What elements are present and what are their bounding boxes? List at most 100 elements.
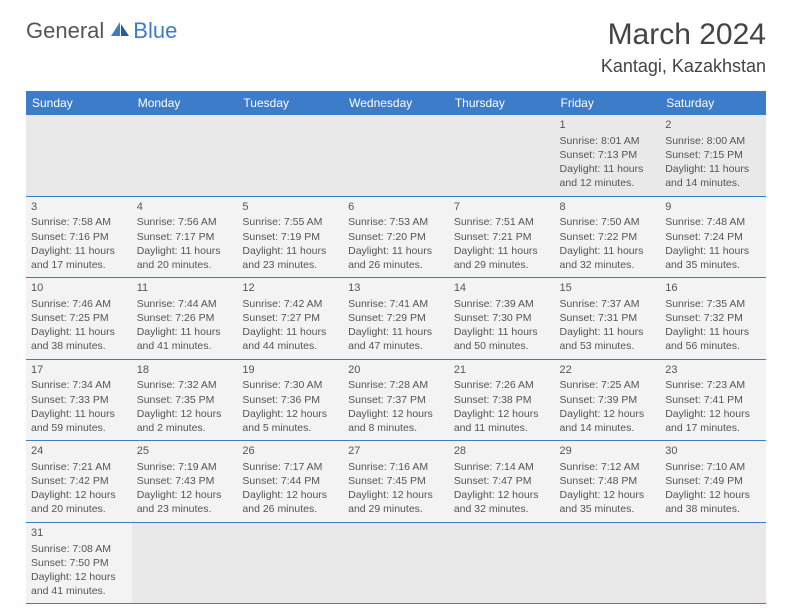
sunset-line: Sunset: 7:19 PM bbox=[242, 230, 338, 244]
daylight-line-1: Daylight: 12 hours bbox=[454, 488, 550, 502]
sunrise-line: Sunrise: 7:32 AM bbox=[137, 378, 233, 392]
daylight-line-2: and 29 minutes. bbox=[348, 502, 444, 516]
sunrise-line: Sunrise: 7:25 AM bbox=[560, 378, 656, 392]
day-number: 9 bbox=[665, 200, 761, 215]
day-number: 24 bbox=[31, 444, 127, 459]
calendar-body: 1Sunrise: 8:01 AMSunset: 7:13 PMDaylight… bbox=[26, 115, 766, 604]
header: General Blue March 2024 Kantagi, Kazakhs… bbox=[26, 18, 766, 77]
sunset-line: Sunset: 7:25 PM bbox=[31, 311, 127, 325]
sunset-line: Sunset: 7:15 PM bbox=[665, 148, 761, 162]
daylight-line-2: and 29 minutes. bbox=[454, 258, 550, 272]
sunset-line: Sunset: 7:16 PM bbox=[31, 230, 127, 244]
sunrise-line: Sunrise: 7:17 AM bbox=[242, 460, 338, 474]
calendar-cell: 27Sunrise: 7:16 AMSunset: 7:45 PMDayligh… bbox=[343, 441, 449, 523]
sunset-line: Sunset: 7:29 PM bbox=[348, 311, 444, 325]
day-number: 6 bbox=[348, 200, 444, 215]
calendar-cell: 12Sunrise: 7:42 AMSunset: 7:27 PMDayligh… bbox=[237, 278, 343, 360]
daylight-line-2: and 38 minutes. bbox=[665, 502, 761, 516]
day-number: 4 bbox=[137, 200, 233, 215]
day-number: 20 bbox=[348, 363, 444, 378]
sunrise-line: Sunrise: 7:14 AM bbox=[454, 460, 550, 474]
daylight-line-2: and 17 minutes. bbox=[31, 258, 127, 272]
calendar-cell-empty bbox=[555, 522, 661, 604]
calendar-cell-empty bbox=[343, 115, 449, 196]
calendar-cell: 31Sunrise: 7:08 AMSunset: 7:50 PMDayligh… bbox=[26, 522, 132, 604]
calendar-cell: 4Sunrise: 7:56 AMSunset: 7:17 PMDaylight… bbox=[132, 196, 238, 278]
calendar-cell: 11Sunrise: 7:44 AMSunset: 7:26 PMDayligh… bbox=[132, 278, 238, 360]
daylight-line-1: Daylight: 12 hours bbox=[242, 488, 338, 502]
daylight-line-1: Daylight: 12 hours bbox=[560, 407, 656, 421]
daylight-line-1: Daylight: 11 hours bbox=[242, 325, 338, 339]
day-number: 27 bbox=[348, 444, 444, 459]
calendar-cell: 8Sunrise: 7:50 AMSunset: 7:22 PMDaylight… bbox=[555, 196, 661, 278]
weekday-header: Monday bbox=[132, 91, 238, 115]
weekday-header: Sunday bbox=[26, 91, 132, 115]
sunset-line: Sunset: 7:44 PM bbox=[242, 474, 338, 488]
sunrise-line: Sunrise: 7:08 AM bbox=[31, 542, 127, 556]
sunset-line: Sunset: 7:26 PM bbox=[137, 311, 233, 325]
day-number: 11 bbox=[137, 281, 233, 296]
calendar-header-row: SundayMondayTuesdayWednesdayThursdayFrid… bbox=[26, 91, 766, 115]
daylight-line-2: and 26 minutes. bbox=[348, 258, 444, 272]
logo: General Blue bbox=[26, 18, 177, 44]
day-number: 23 bbox=[665, 363, 761, 378]
sunrise-line: Sunrise: 7:35 AM bbox=[665, 297, 761, 311]
daylight-line-2: and 20 minutes. bbox=[31, 502, 127, 516]
sunrise-line: Sunrise: 7:12 AM bbox=[560, 460, 656, 474]
day-number: 25 bbox=[137, 444, 233, 459]
calendar-cell: 23Sunrise: 7:23 AMSunset: 7:41 PMDayligh… bbox=[660, 359, 766, 441]
daylight-line-1: Daylight: 12 hours bbox=[31, 570, 127, 584]
sunrise-line: Sunrise: 7:48 AM bbox=[665, 215, 761, 229]
sunrise-line: Sunrise: 7:16 AM bbox=[348, 460, 444, 474]
sunrise-line: Sunrise: 7:44 AM bbox=[137, 297, 233, 311]
day-number: 10 bbox=[31, 281, 127, 296]
location: Kantagi, Kazakhstan bbox=[601, 56, 766, 77]
day-number: 30 bbox=[665, 444, 761, 459]
daylight-line-2: and 23 minutes. bbox=[242, 258, 338, 272]
sunset-line: Sunset: 7:50 PM bbox=[31, 556, 127, 570]
calendar-cell-empty bbox=[132, 115, 238, 196]
calendar-cell-empty bbox=[26, 115, 132, 196]
daylight-line-1: Daylight: 11 hours bbox=[560, 325, 656, 339]
sunset-line: Sunset: 7:47 PM bbox=[454, 474, 550, 488]
daylight-line-1: Daylight: 12 hours bbox=[31, 488, 127, 502]
daylight-line-1: Daylight: 11 hours bbox=[665, 162, 761, 176]
day-number: 28 bbox=[454, 444, 550, 459]
daylight-line-2: and 26 minutes. bbox=[242, 502, 338, 516]
daylight-line-2: and 38 minutes. bbox=[31, 339, 127, 353]
sunrise-line: Sunrise: 7:26 AM bbox=[454, 378, 550, 392]
daylight-line-2: and 5 minutes. bbox=[242, 421, 338, 435]
sunset-line: Sunset: 7:31 PM bbox=[560, 311, 656, 325]
calendar-cell: 18Sunrise: 7:32 AMSunset: 7:35 PMDayligh… bbox=[132, 359, 238, 441]
day-number: 15 bbox=[560, 281, 656, 296]
daylight-line-1: Daylight: 11 hours bbox=[348, 325, 444, 339]
daylight-line-2: and 32 minutes. bbox=[454, 502, 550, 516]
sunset-line: Sunset: 7:13 PM bbox=[560, 148, 656, 162]
sunset-line: Sunset: 7:49 PM bbox=[665, 474, 761, 488]
day-number: 19 bbox=[242, 363, 338, 378]
calendar-cell-empty bbox=[237, 115, 343, 196]
calendar-cell: 15Sunrise: 7:37 AMSunset: 7:31 PMDayligh… bbox=[555, 278, 661, 360]
daylight-line-2: and 47 minutes. bbox=[348, 339, 444, 353]
sunset-line: Sunset: 7:38 PM bbox=[454, 393, 550, 407]
daylight-line-2: and 12 minutes. bbox=[560, 176, 656, 190]
weekday-header: Friday bbox=[555, 91, 661, 115]
calendar-cell: 6Sunrise: 7:53 AMSunset: 7:20 PMDaylight… bbox=[343, 196, 449, 278]
daylight-line-1: Daylight: 11 hours bbox=[31, 407, 127, 421]
daylight-line-2: and 44 minutes. bbox=[242, 339, 338, 353]
calendar-cell: 26Sunrise: 7:17 AMSunset: 7:44 PMDayligh… bbox=[237, 441, 343, 523]
calendar-cell: 13Sunrise: 7:41 AMSunset: 7:29 PMDayligh… bbox=[343, 278, 449, 360]
weekday-header: Tuesday bbox=[237, 91, 343, 115]
daylight-line-1: Daylight: 12 hours bbox=[665, 488, 761, 502]
day-number: 31 bbox=[31, 526, 127, 541]
daylight-line-2: and 14 minutes. bbox=[560, 421, 656, 435]
calendar-table: SundayMondayTuesdayWednesdayThursdayFrid… bbox=[26, 91, 766, 604]
daylight-line-2: and 14 minutes. bbox=[665, 176, 761, 190]
sunset-line: Sunset: 7:32 PM bbox=[665, 311, 761, 325]
daylight-line-2: and 20 minutes. bbox=[137, 258, 233, 272]
day-number: 8 bbox=[560, 200, 656, 215]
daylight-line-2: and 59 minutes. bbox=[31, 421, 127, 435]
sunset-line: Sunset: 7:33 PM bbox=[31, 393, 127, 407]
day-number: 21 bbox=[454, 363, 550, 378]
daylight-line-1: Daylight: 12 hours bbox=[348, 407, 444, 421]
